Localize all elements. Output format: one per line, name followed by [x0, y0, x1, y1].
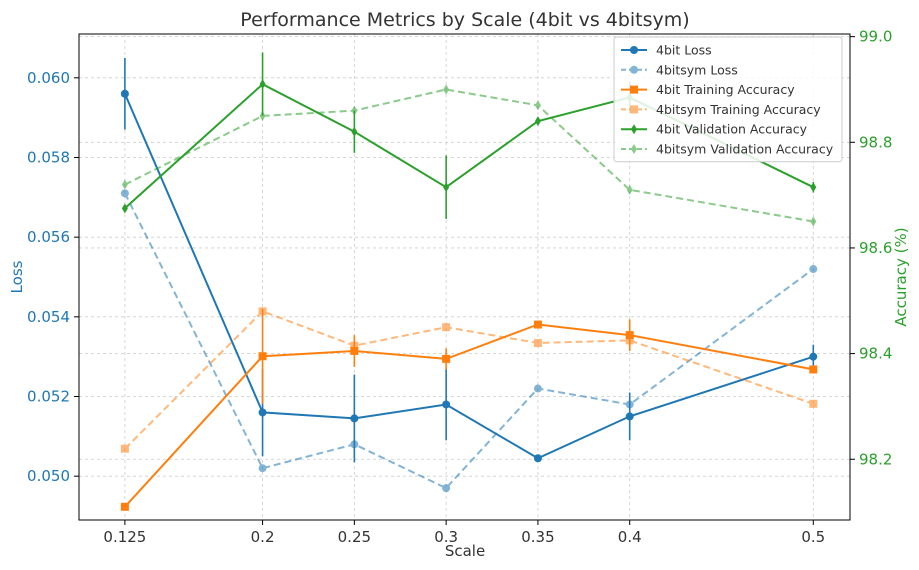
series-layer: [120, 52, 818, 511]
legend-marker: [630, 105, 638, 114]
x-tick-label: 0.125: [103, 528, 146, 546]
data-point: [258, 464, 267, 473]
data-point: [442, 484, 451, 493]
legend-entry: [621, 144, 647, 154]
legend-entry: [621, 105, 647, 114]
data-point: [351, 126, 358, 137]
data-point: [533, 339, 542, 348]
legend-label: 4bit Validation Accuracy: [656, 122, 808, 137]
data-point: [533, 454, 542, 463]
series-2: [120, 308, 818, 511]
legend-entry: [621, 65, 647, 74]
y-axis-left-label: Loss: [8, 260, 26, 293]
data-point: [625, 336, 634, 345]
data-point: [809, 352, 818, 361]
data-point: [809, 365, 818, 374]
y-left-tick-label: 0.056: [27, 228, 70, 246]
legend-label: 4bitsym Training Accuracy: [656, 102, 821, 117]
data-point: [442, 400, 451, 409]
grid-lines: [79, 34, 850, 520]
data-point: [810, 216, 817, 227]
data-point: [534, 116, 541, 127]
data-point: [259, 79, 266, 90]
series-0: [120, 57, 818, 463]
legend-entry: [621, 85, 647, 94]
legend-label: 4bit Loss: [656, 43, 712, 58]
y-axis-right-label: Accuracy (%): [892, 227, 910, 326]
legend-entry: [621, 46, 647, 54]
series-line: [124, 323, 814, 508]
data-point: [442, 354, 451, 363]
y-left-tick-label: 0.058: [27, 148, 70, 166]
legend-marker: [631, 124, 637, 135]
y-right-tick-label: 98.4: [859, 345, 892, 363]
data-point: [350, 440, 359, 449]
x-axis-ticks: 0.125 0.2 0.25 0.3 0.35 0.4 0.5: [103, 520, 825, 546]
legend: 4bit Loss 4bitsym Loss 4bit Training Accur…: [613, 36, 843, 163]
data-point: [443, 182, 450, 193]
data-point: [443, 84, 450, 95]
x-tick-label: 0.4: [618, 528, 642, 546]
data-point: [534, 100, 541, 111]
y-right-tick-label: 99.0: [859, 28, 892, 46]
data-point: [533, 384, 542, 393]
legend-marker: [631, 144, 637, 154]
data-point: [625, 331, 634, 340]
data-point: [350, 414, 359, 423]
data-point: [120, 444, 129, 453]
data-point: [259, 110, 266, 121]
data-point: [625, 400, 634, 409]
chart-title: Performance Metrics by Scale (4bit vs 4b…: [240, 9, 689, 31]
data-point: [120, 189, 129, 198]
y-right-tick-label: 98.6: [859, 239, 892, 257]
data-point: [258, 408, 267, 417]
data-point: [810, 182, 817, 193]
x-tick-label: 0.5: [801, 528, 825, 546]
data-point: [121, 203, 128, 214]
x-axis-label: Scale: [445, 542, 485, 560]
data-point: [533, 320, 542, 329]
data-point: [350, 341, 359, 350]
data-point: [809, 265, 818, 274]
data-point: [350, 346, 359, 355]
plot-frame: [78, 33, 851, 521]
legend-label: 4bitsym Validation Accuracy: [656, 142, 834, 157]
y-left-tick-label: 0.060: [27, 69, 70, 87]
series-5: [121, 84, 817, 227]
legend-marker: [630, 85, 638, 94]
x-tick-label: 0.2: [251, 528, 275, 546]
series-1: [120, 189, 818, 493]
x-tick-label: 0.25: [338, 528, 371, 546]
y-axis-right-ticks: 98.2 98.4 98.6 98.8 99.0: [850, 28, 892, 468]
y-left-tick-label: 0.052: [27, 388, 70, 406]
data-point: [258, 352, 267, 361]
legend-entry: [621, 124, 647, 135]
data-point: [626, 184, 633, 195]
data-point: [442, 323, 451, 332]
y-right-tick-label: 98.8: [859, 133, 892, 151]
data-point: [258, 307, 267, 316]
x-tick-label: 0.35: [521, 528, 554, 546]
data-point: [625, 412, 634, 421]
legend-label: 4bit Training Accuracy: [656, 82, 795, 97]
y-left-tick-label: 0.050: [27, 467, 70, 485]
data-point: [121, 179, 128, 190]
legend-marker: [630, 46, 638, 54]
y-left-tick-label: 0.054: [27, 308, 70, 326]
y-axis-left-ticks: 0.050 0.052 0.054 0.056 0.058 0.060: [27, 69, 79, 485]
data-point: [120, 502, 129, 511]
legend-label: 4bitsym Loss: [656, 62, 738, 77]
data-point: [809, 399, 818, 408]
x-tick-label: 0.3: [434, 528, 458, 546]
data-point: [351, 105, 358, 116]
legend-box: [613, 36, 843, 163]
legend-marker: [630, 65, 638, 74]
data-point: [120, 89, 129, 98]
y-right-tick-label: 98.2: [859, 450, 892, 468]
series-3: [120, 307, 818, 453]
